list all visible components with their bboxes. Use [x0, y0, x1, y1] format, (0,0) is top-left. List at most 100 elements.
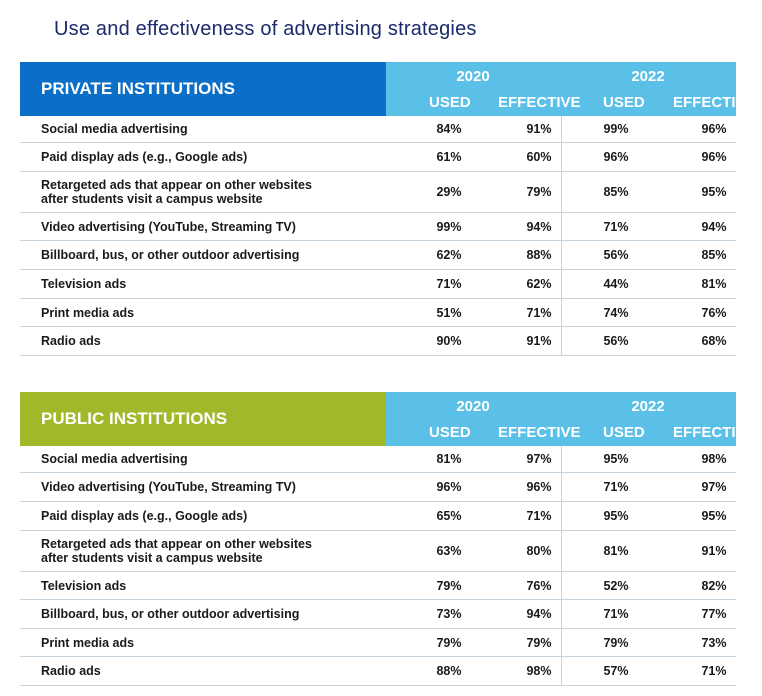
year-divider: [561, 629, 562, 656]
effective-2022-value: 97%: [701, 480, 727, 494]
row-label: Radio ads: [41, 664, 101, 678]
table-row: Paid display ads (e.g., Google ads) 61% 60…: [20, 143, 736, 172]
year-2022-label: 2022: [631, 398, 665, 415]
row-label: Video advertising (YouTube, Streaming TV…: [41, 219, 296, 234]
used-2020-value: 62%: [436, 248, 462, 262]
table-row: Paid display ads (e.g., Google ads) 65% 71…: [20, 502, 736, 531]
used-2020-value: 90%: [436, 334, 462, 348]
row-label: Radio ads: [41, 334, 101, 348]
year-divider: [561, 600, 562, 628]
effective-2022-value: 98%: [701, 452, 727, 466]
effective-2020-value: 91%: [526, 122, 552, 136]
used-2020-value: 81%: [436, 452, 462, 466]
table-row: Video advertising (YouTube, Streaming TV…: [20, 473, 736, 502]
year-divider: [561, 531, 562, 571]
table-header: PUBLIC INSTITUTIONS 2020 2022 USED EFFEC…: [20, 392, 756, 446]
effective-2020-value: 97%: [526, 452, 552, 466]
used-2020-value: 51%: [436, 305, 462, 320]
row-label: Social media advertising: [41, 122, 188, 136]
effective-2022-value: 94%: [701, 219, 727, 234]
year-divider: [561, 473, 562, 501]
effective-2020-value: 71%: [526, 509, 552, 523]
row-label: Billboard, bus, or other outdoor adverti…: [41, 248, 300, 262]
effective-2020-value: 94%: [526, 607, 552, 621]
used-2022-value: 95%: [603, 509, 629, 523]
table-heading: PRIVATE INSTITUTIONS: [20, 62, 386, 116]
year-2020-label: 2020: [456, 68, 490, 85]
effective-2020-value: 94%: [526, 219, 552, 234]
row-label: Paid display ads (e.g., Google ads): [41, 509, 248, 523]
used-2020-value: 96%: [436, 480, 462, 494]
table-heading: PUBLIC INSTITUTIONS: [20, 392, 386, 446]
used-2020-header: USED: [429, 94, 471, 111]
table-row: Radio ads 90% 91% 56% 68%: [20, 327, 736, 356]
table-row: Billboard, bus, or other outdoor adverti…: [20, 600, 736, 629]
used-2022-value: 57%: [603, 664, 629, 678]
year-divider: [561, 572, 562, 599]
table-row: Television ads 79% 76% 52% 82%: [20, 572, 736, 600]
used-2022-value: 52%: [603, 578, 629, 593]
table-row: Print media ads 79% 79% 79% 73%: [20, 629, 736, 657]
effective-2022-value: 95%: [701, 185, 727, 199]
effective-2022-value: 85%: [701, 248, 727, 262]
effective-2022-value: 71%: [701, 664, 727, 678]
used-2020-value: 29%: [436, 185, 462, 199]
row-label: Retargeted ads that appear on other webs…: [41, 537, 312, 565]
effective-2020-header: EFFECTIVE: [498, 94, 581, 111]
row-label: Video advertising (YouTube, Streaming TV…: [41, 480, 296, 494]
effective-2020-value: 79%: [526, 185, 552, 199]
year-header-block: 2020 2022 USED EFFECTIVE USED EFFECTIVE: [386, 62, 756, 116]
used-2022-value: 71%: [603, 219, 629, 234]
used-2022-value: 79%: [603, 635, 629, 650]
used-2022-header: USED: [603, 94, 645, 111]
effective-2022-value: 73%: [701, 635, 727, 650]
row-label: Television ads: [41, 277, 127, 291]
row-label: Social media advertising: [41, 452, 188, 466]
effective-2020-value: 88%: [526, 248, 552, 262]
row-label: Print media ads: [41, 305, 135, 320]
effective-2020-value: 79%: [526, 635, 552, 650]
effective-2020-value: 96%: [526, 480, 552, 494]
used-2022-header: USED: [603, 424, 645, 441]
used-2022-value: 71%: [603, 607, 629, 621]
used-2020-value: 84%: [436, 122, 462, 136]
used-2022-value: 71%: [603, 480, 629, 494]
year-divider: [561, 241, 562, 269]
public-institutions-table: PUBLIC INSTITUTIONS 2020 2022 USED EFFEC…: [20, 392, 756, 686]
used-2020-value: 65%: [436, 509, 462, 523]
private-institutions-table: PRIVATE INSTITUTIONS 2020 2022 USED EFFE…: [20, 62, 756, 356]
effective-2022-value: 68%: [701, 334, 727, 348]
used-2022-value: 95%: [603, 452, 629, 466]
effective-2022-value: 91%: [701, 544, 727, 558]
effective-2022-header: EFFECTIVE: [673, 424, 756, 441]
year-divider: [561, 327, 562, 355]
used-2020-value: 99%: [436, 219, 462, 234]
row-label: Billboard, bus, or other outdoor adverti…: [41, 607, 300, 621]
used-2020-value: 61%: [436, 150, 462, 164]
row-label: Paid display ads (e.g., Google ads): [41, 150, 248, 164]
effective-2022-value: 96%: [701, 150, 727, 164]
page-title: Use and effectiveness of advertising str…: [54, 18, 477, 40]
effective-2020-header: EFFECTIVE: [498, 424, 581, 441]
used-2020-value: 79%: [436, 578, 462, 593]
table-row: Billboard, bus, or other outdoor adverti…: [20, 241, 736, 270]
used-2022-value: 74%: [603, 305, 629, 320]
table-row: Radio ads 88% 98% 57% 71%: [20, 657, 736, 686]
used-2022-value: 81%: [603, 544, 629, 558]
effective-2020-value: 60%: [526, 150, 552, 164]
effective-2020-value: 62%: [526, 277, 552, 291]
used-2022-value: 56%: [603, 334, 629, 348]
table-row: Social media advertising 81% 97% 95% 98%: [20, 446, 736, 473]
row-label: Television ads: [41, 578, 127, 593]
table-row: Social media advertising 84% 91% 99% 96%: [20, 116, 736, 143]
year-divider: [561, 446, 562, 472]
effective-2022-value: 82%: [701, 578, 727, 593]
effective-2022-value: 95%: [701, 509, 727, 523]
year-divider: [561, 657, 562, 685]
year-header-block: 2020 2022 USED EFFECTIVE USED EFFECTIVE: [386, 392, 756, 446]
table-row: Television ads 71% 62% 44% 81%: [20, 270, 736, 299]
effective-2020-value: 98%: [526, 664, 552, 678]
used-2020-value: 88%: [436, 664, 462, 678]
year-divider: [561, 299, 562, 326]
year-divider: [561, 270, 562, 298]
